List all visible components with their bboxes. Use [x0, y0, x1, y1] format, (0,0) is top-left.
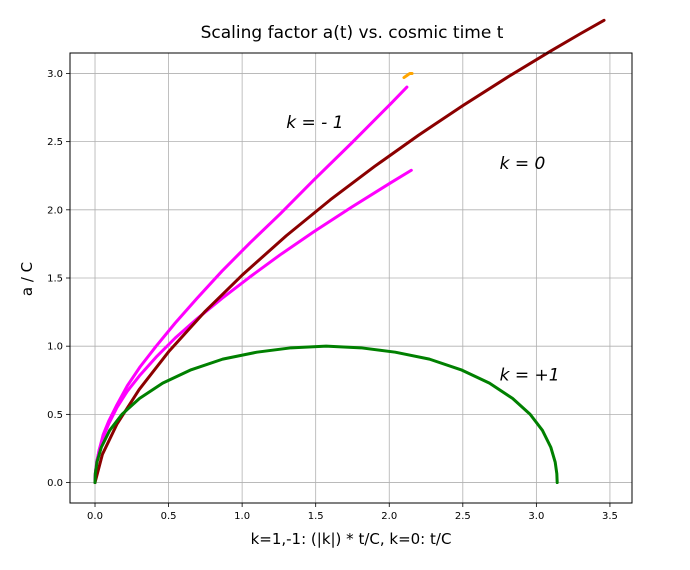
- series-line-3: [93, 18, 606, 485]
- x-tick-label: 0.0: [87, 511, 103, 522]
- y-tick-label: 3.0: [47, 69, 63, 80]
- annotation: k = - 1: [286, 113, 343, 133]
- y-axis-label: a / C: [18, 262, 36, 296]
- annotation: k = 0: [500, 154, 546, 174]
- x-tick-label: 3.5: [602, 511, 618, 522]
- x-tick-label: 3.0: [528, 511, 544, 522]
- x-tick-label: 2.5: [455, 511, 471, 522]
- x-tick-label: 0.5: [161, 511, 177, 522]
- x-tick-label: 2.0: [381, 511, 397, 522]
- y-tick-label: 1.5: [47, 274, 63, 285]
- annotations: k = - 1 k = 0 k = +1: [286, 113, 559, 385]
- y-tick-label: 2.0: [47, 205, 63, 216]
- y-tick-label: 0.0: [47, 478, 63, 489]
- x-axis-label: k=1,-1: (|k|) * t/C, k=0: t/C: [251, 530, 452, 548]
- chart-title: Scaling factor a(t) vs. cosmic time t: [201, 23, 504, 43]
- x-tick-label: 1.5: [308, 511, 324, 522]
- ticks: 0.0 0.5 1.0 1.5 2.0 2.5 3.0 3.5 0.0 0.5 1.0 1.5 2.0 2…: [47, 69, 618, 522]
- series-line-4: [93, 344, 559, 485]
- series-line-1: [402, 71, 414, 80]
- y-tick-label: 0.5: [47, 410, 63, 421]
- annotation: k = +1: [500, 365, 560, 385]
- y-tick-label: 1.0: [47, 342, 63, 353]
- y-tick-label: 2.5: [47, 137, 63, 148]
- x-tick-label: 1.0: [234, 511, 250, 522]
- series-group: [93, 18, 606, 485]
